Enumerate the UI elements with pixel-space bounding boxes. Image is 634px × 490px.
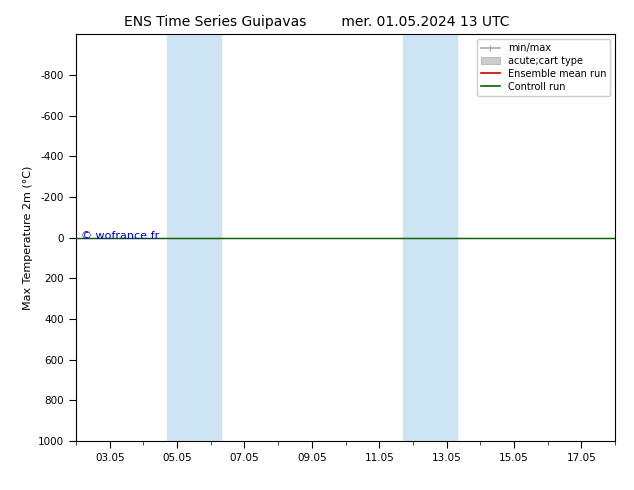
Bar	[167, 34, 221, 441]
Bar	[403, 34, 456, 441]
Text: ENS Time Series Guipavas        mer. 01.05.2024 13 UTC: ENS Time Series Guipavas mer. 01.05.2024…	[124, 15, 510, 29]
Y-axis label: Max Temperature 2m (°C): Max Temperature 2m (°C)	[23, 166, 32, 310]
Legend: min/max, acute;cart type, Ensemble mean run, Controll run: min/max, acute;cart type, Ensemble mean …	[477, 39, 610, 96]
Text: © wofrance.fr: © wofrance.fr	[81, 231, 160, 241]
